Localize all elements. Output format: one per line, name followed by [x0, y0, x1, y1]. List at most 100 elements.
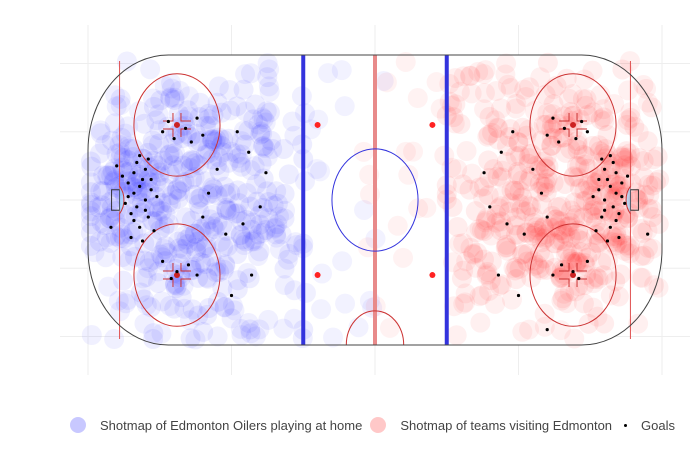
- shot-marker: [241, 219, 262, 240]
- shot-marker: [238, 312, 259, 333]
- shot-marker: [641, 199, 662, 220]
- shot-marker: [173, 239, 194, 260]
- shot-marker: [535, 172, 556, 193]
- shot-marker: [126, 172, 147, 193]
- shot-marker: [162, 133, 183, 154]
- shot-marker: [110, 217, 131, 238]
- goal-point: [623, 201, 627, 206]
- series-visitors-shots: [353, 51, 670, 349]
- shot-marker: [252, 223, 273, 244]
- shot-marker: [580, 179, 601, 200]
- shot-marker: [506, 207, 527, 228]
- shot-marker: [284, 280, 305, 301]
- goal-point: [235, 130, 239, 134]
- shot-marker: [163, 146, 184, 167]
- goal-point: [603, 167, 607, 171]
- shot-marker: [212, 215, 233, 236]
- goal-point: [115, 164, 119, 168]
- legend-item-visitors[interactable]: Shotmap of teams visiting Edmonton: [370, 417, 612, 433]
- shot-marker: [216, 200, 237, 221]
- shot-marker: [149, 133, 170, 154]
- shot-marker: [184, 223, 205, 244]
- right-crease: [625, 186, 631, 214]
- goal-point: [126, 194, 130, 199]
- goal-point: [224, 232, 228, 236]
- shot-marker: [146, 172, 167, 193]
- shot-marker: [606, 226, 627, 247]
- shot-marker: [200, 209, 221, 230]
- shot-marker: [446, 325, 467, 346]
- shot-marker: [227, 270, 248, 291]
- shot-marker: [252, 123, 273, 144]
- legend-item-oilers-home[interactable]: Shotmap of Edmonton Oilers playing at ho…: [70, 417, 362, 433]
- shot-marker: [148, 104, 169, 125]
- goal-point: [585, 130, 589, 134]
- shot-marker: [564, 192, 585, 213]
- shot-marker: [231, 156, 252, 177]
- shot-marker: [563, 167, 584, 188]
- faceoff-hash-3: [559, 263, 588, 288]
- shot-marker: [229, 193, 250, 214]
- shot-marker: [628, 147, 649, 168]
- shot-marker: [550, 268, 571, 289]
- shot-marker: [148, 272, 169, 293]
- shot-marker: [190, 187, 211, 208]
- shot-marker: [550, 267, 571, 288]
- shot-marker: [101, 165, 122, 186]
- shot-marker: [182, 299, 203, 320]
- shot-marker: [203, 216, 224, 237]
- shot-marker: [605, 228, 626, 249]
- shot-marker: [130, 282, 151, 303]
- shot-marker: [91, 195, 112, 216]
- shot-marker: [497, 240, 518, 261]
- shot-marker: [196, 215, 217, 236]
- shot-marker: [231, 211, 252, 232]
- goal-point: [577, 276, 581, 281]
- shot-marker: [529, 242, 550, 263]
- shot-marker: [182, 168, 203, 189]
- shot-marker: [133, 268, 154, 289]
- shot-marker: [503, 258, 524, 279]
- shot-marker: [540, 217, 561, 238]
- shot-marker: [542, 104, 563, 125]
- shot-marker: [529, 258, 550, 279]
- goal-point: [132, 218, 136, 223]
- shot-marker: [139, 180, 160, 201]
- shot-marker: [166, 180, 187, 201]
- shot-marker: [576, 89, 597, 110]
- shot-marker: [523, 207, 544, 228]
- goal-point: [608, 225, 612, 229]
- shot-marker: [460, 237, 481, 258]
- shot-marker: [379, 317, 400, 338]
- shot-marker: [468, 61, 489, 82]
- shot-marker: [607, 232, 628, 253]
- shot-marker: [577, 105, 598, 126]
- shot-marker: [125, 205, 146, 226]
- goal-point: [201, 215, 205, 219]
- shot-marker: [453, 233, 474, 254]
- shot-marker: [123, 138, 144, 159]
- shot-marker: [139, 157, 160, 178]
- shot-marker: [249, 319, 270, 340]
- shot-marker: [178, 86, 199, 107]
- shot-marker: [534, 248, 555, 269]
- shot-marker: [515, 86, 536, 107]
- shot-marker: [602, 232, 623, 253]
- goal-point: [123, 201, 127, 206]
- shot-marker: [235, 101, 256, 122]
- shot-marker: [456, 251, 477, 272]
- shot-marker: [506, 269, 527, 290]
- shot-marker: [236, 182, 257, 203]
- shot-marker: [160, 72, 181, 93]
- shot-marker: [444, 113, 465, 134]
- shot-marker: [263, 195, 284, 216]
- shot-marker: [489, 275, 510, 296]
- shot-marker: [509, 180, 530, 201]
- shot-marker: [416, 197, 437, 218]
- shot-marker: [606, 186, 627, 207]
- shot-marker: [488, 129, 509, 150]
- shot-marker: [473, 176, 494, 197]
- shot-marker: [565, 208, 586, 229]
- legend-item-goals[interactable]: Goals: [620, 418, 675, 433]
- shot-marker: [274, 208, 295, 229]
